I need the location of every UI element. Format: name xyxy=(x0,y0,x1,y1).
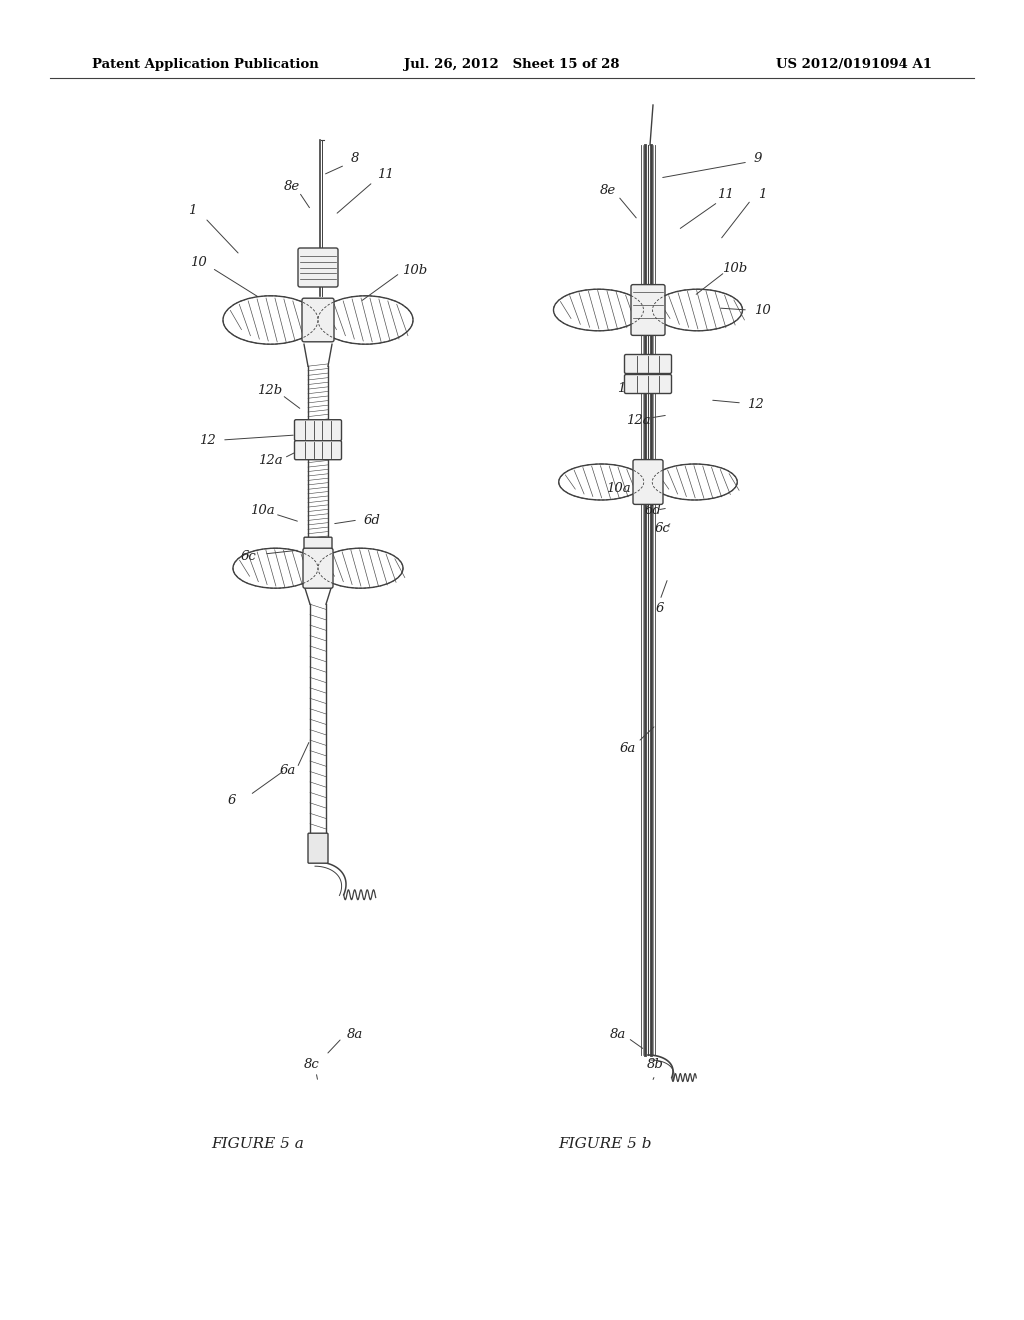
Text: 8e: 8e xyxy=(600,183,616,197)
Text: Patent Application Publication: Patent Application Publication xyxy=(92,58,318,71)
Text: Jul. 26, 2012   Sheet 15 of 28: Jul. 26, 2012 Sheet 15 of 28 xyxy=(404,58,620,71)
FancyBboxPatch shape xyxy=(304,537,332,553)
Text: 9: 9 xyxy=(754,152,762,165)
Ellipse shape xyxy=(233,548,318,589)
Text: 12a: 12a xyxy=(626,413,650,426)
Text: 6: 6 xyxy=(227,793,237,807)
Text: 8a: 8a xyxy=(347,1028,364,1041)
Text: 6d: 6d xyxy=(644,503,662,516)
Text: 6d: 6d xyxy=(364,513,381,527)
Text: 10: 10 xyxy=(754,304,770,317)
Text: 11: 11 xyxy=(717,189,733,202)
FancyBboxPatch shape xyxy=(302,298,334,342)
Text: FIGURE 5 a: FIGURE 5 a xyxy=(212,1137,304,1151)
Ellipse shape xyxy=(652,465,737,500)
FancyBboxPatch shape xyxy=(625,375,672,393)
Text: 12b: 12b xyxy=(617,381,643,395)
Text: 6a: 6a xyxy=(620,742,636,755)
Text: 8: 8 xyxy=(351,152,359,165)
Ellipse shape xyxy=(559,465,644,500)
Ellipse shape xyxy=(554,289,643,331)
Text: 8b: 8b xyxy=(646,1059,664,1072)
FancyBboxPatch shape xyxy=(631,285,665,335)
Text: 10b: 10b xyxy=(722,261,748,275)
Text: 11: 11 xyxy=(377,169,393,181)
Text: 8e: 8e xyxy=(284,181,300,194)
Text: FIGURE 5 b: FIGURE 5 b xyxy=(558,1137,651,1151)
FancyBboxPatch shape xyxy=(308,833,328,863)
Text: 1: 1 xyxy=(187,203,197,216)
Text: 10: 10 xyxy=(189,256,207,268)
Text: 8a: 8a xyxy=(610,1028,626,1041)
FancyBboxPatch shape xyxy=(303,548,333,589)
Text: 8c: 8c xyxy=(304,1059,319,1072)
Ellipse shape xyxy=(652,289,742,331)
Text: 10a: 10a xyxy=(250,503,274,516)
FancyBboxPatch shape xyxy=(298,248,338,286)
Text: 1: 1 xyxy=(758,189,766,202)
Text: 12: 12 xyxy=(199,433,215,446)
FancyBboxPatch shape xyxy=(295,420,341,441)
FancyBboxPatch shape xyxy=(633,459,663,504)
Text: 10b: 10b xyxy=(402,264,428,276)
Text: 6c: 6c xyxy=(654,521,670,535)
Text: 10a: 10a xyxy=(605,482,631,495)
Ellipse shape xyxy=(318,296,413,345)
Ellipse shape xyxy=(318,548,403,589)
Text: 6a: 6a xyxy=(280,763,296,776)
Text: US 2012/0191094 A1: US 2012/0191094 A1 xyxy=(776,58,932,71)
Ellipse shape xyxy=(223,296,318,345)
FancyBboxPatch shape xyxy=(625,355,672,374)
Text: 12: 12 xyxy=(746,399,763,412)
Text: 6c: 6c xyxy=(240,549,256,562)
Text: 12a: 12a xyxy=(258,454,283,466)
Text: 6: 6 xyxy=(655,602,665,615)
FancyBboxPatch shape xyxy=(295,441,341,459)
Text: 12b: 12b xyxy=(257,384,283,396)
